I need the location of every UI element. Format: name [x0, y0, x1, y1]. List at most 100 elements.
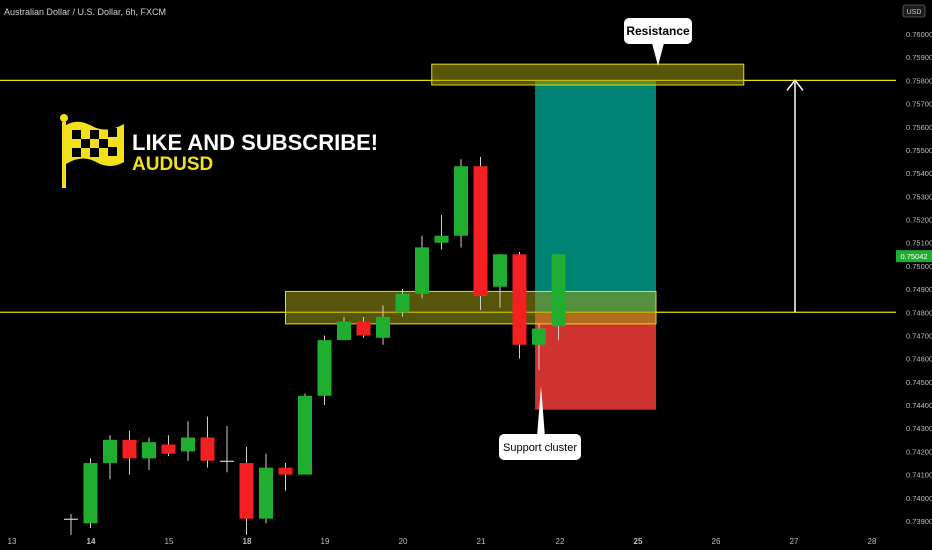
price-tick-label: 0.74200	[906, 447, 932, 456]
price-tick-label: 0.74900	[906, 285, 932, 294]
candle	[161, 435, 176, 457]
candle	[200, 416, 215, 468]
candle	[356, 316, 371, 338]
resistance-zone[interactable]	[431, 63, 745, 86]
candle-body	[142, 442, 156, 459]
checkered-flag-icon	[60, 114, 124, 188]
price-tick-label: 0.74500	[906, 378, 932, 387]
candle	[259, 453, 273, 524]
time-tick-label: 20	[399, 537, 408, 546]
candle	[551, 254, 566, 341]
branding-block: LIKE AND SUBSCRIBE! AUDUSD	[60, 114, 378, 188]
candle-body	[103, 439, 117, 464]
time-tick-label: 14	[87, 537, 96, 546]
candlestick-series	[64, 156, 566, 535]
candle	[415, 235, 429, 299]
candle	[317, 335, 332, 406]
time-tick-label: 21	[477, 537, 486, 546]
time-tick-label: 26	[712, 537, 721, 546]
candle-body	[512, 254, 527, 345]
svg-text:USD: USD	[907, 9, 922, 16]
candle	[122, 430, 137, 475]
price-tick-label: 0.75200	[906, 216, 932, 225]
candle-body	[395, 293, 410, 313]
candle-body	[434, 235, 449, 243]
candle	[278, 463, 293, 491]
time-tick-label: 22	[556, 537, 565, 546]
price-tick-label: 0.75500	[906, 146, 932, 155]
support-label: Support cluster	[503, 442, 577, 454]
support-zone[interactable]	[285, 290, 657, 325]
candle	[376, 305, 390, 345]
price-tick-label: 0.75700	[906, 100, 932, 109]
candle-body	[376, 316, 390, 338]
candle	[239, 446, 254, 535]
price-tick-label: 0.74000	[906, 494, 932, 503]
candle-body	[356, 321, 371, 336]
candle-body	[83, 463, 98, 524]
price-tick-label: 0.74300	[906, 424, 932, 433]
candle-body	[473, 166, 488, 297]
price-tick-label: 0.75800	[906, 76, 932, 85]
candle-body	[64, 518, 78, 520]
time-tick-label: 25	[634, 537, 643, 546]
price-tick-label: 0.75600	[906, 123, 932, 132]
candle-body	[317, 340, 332, 396]
candle-body	[239, 463, 254, 519]
target-arrow	[786, 79, 804, 313]
time-tick-label: 27	[790, 537, 799, 546]
candle-body	[278, 467, 293, 475]
candle-body	[532, 328, 546, 345]
candle-body	[551, 254, 566, 327]
candle	[434, 214, 449, 250]
brand-headline: LIKE AND SUBSCRIBE!	[132, 130, 378, 155]
price-tick-label: 0.74100	[906, 471, 932, 480]
candle	[395, 289, 410, 317]
support-callout: Support cluster	[499, 386, 581, 460]
price-tick-label: 0.73900	[906, 517, 932, 526]
time-tick-label: 13	[8, 537, 17, 546]
candle	[142, 437, 156, 470]
candle	[83, 458, 98, 528]
time-tick-label: 18	[243, 537, 252, 546]
candle-body	[493, 254, 507, 287]
svg-text:0.75042: 0.75042	[900, 252, 927, 261]
candle-body	[122, 439, 137, 459]
resistance-callout: Resistance	[624, 18, 692, 66]
candle-body	[181, 437, 195, 452]
price-tick-label: 0.74400	[906, 401, 932, 410]
chart-title: Australian Dollar / U.S. Dollar, 6h, FXC…	[4, 7, 166, 17]
candle-body	[200, 437, 215, 461]
currency-badge[interactable]: USD	[902, 4, 926, 18]
candle	[220, 425, 234, 473]
price-tick-label: 0.74600	[906, 355, 932, 364]
stop-zone[interactable]	[535, 312, 656, 410]
candle	[473, 156, 488, 310]
price-tick-label: 0.75900	[906, 53, 932, 62]
candle	[64, 514, 78, 535]
long-position-tool[interactable]	[535, 80, 656, 410]
candle-body	[220, 460, 234, 462]
time-tick-label: 28	[868, 537, 877, 546]
candle	[337, 316, 351, 341]
candle-body	[298, 395, 312, 475]
candle-body	[415, 247, 429, 294]
price-tick-label: 0.75100	[906, 239, 932, 248]
price-tick-label: 0.75300	[906, 192, 932, 201]
candle-body	[337, 321, 351, 341]
candle-body	[454, 166, 468, 236]
candle-body	[259, 467, 273, 519]
price-axis[interactable]: 0.76000 0.75900 0.75800 0.75700 0.75600 0.755…	[906, 30, 932, 526]
price-tick-label: 0.74700	[906, 331, 932, 340]
price-zones[interactable]	[285, 63, 745, 325]
time-axis[interactable]: 13 14 15 18 19 20 21 22 25 26 27 28	[8, 537, 877, 546]
price-tick-label: 0.75400	[906, 169, 932, 178]
candle	[103, 435, 117, 480]
time-tick-label: 15	[165, 537, 174, 546]
last-price-tag: 0.75042	[896, 250, 932, 263]
brand-symbol: AUDUSD	[132, 154, 213, 175]
price-tick-label: 0.75000	[906, 262, 932, 271]
candle	[493, 254, 507, 308]
resistance-label: Resistance	[626, 24, 690, 38]
